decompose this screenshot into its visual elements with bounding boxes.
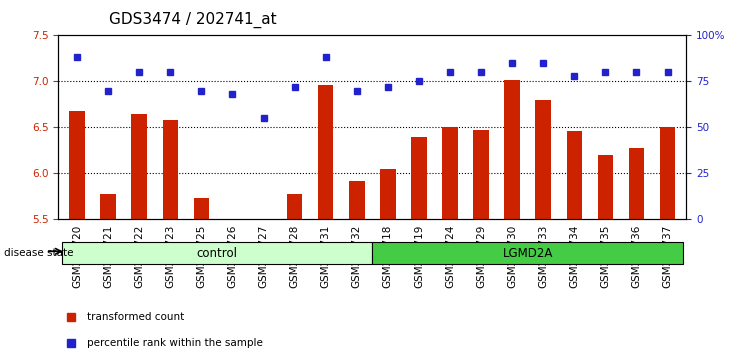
Text: GDS3474 / 202741_at: GDS3474 / 202741_at: [109, 11, 276, 28]
Bar: [163, 120, 178, 354]
Bar: [100, 194, 116, 354]
Text: control: control: [196, 247, 237, 259]
FancyBboxPatch shape: [61, 242, 372, 264]
Bar: [598, 155, 613, 354]
Bar: [287, 194, 302, 354]
FancyBboxPatch shape: [372, 242, 683, 264]
Text: LGMD2A: LGMD2A: [502, 247, 553, 259]
Bar: [504, 80, 520, 354]
Bar: [536, 100, 551, 354]
Bar: [473, 130, 489, 354]
Text: percentile rank within the sample: percentile rank within the sample: [87, 338, 263, 348]
Bar: [193, 198, 209, 354]
Bar: [442, 127, 458, 354]
Bar: [629, 148, 645, 354]
Bar: [225, 219, 240, 354]
Bar: [380, 169, 396, 354]
Bar: [131, 114, 147, 354]
Bar: [318, 85, 334, 354]
Text: disease state: disease state: [4, 248, 73, 258]
Bar: [566, 131, 582, 354]
Bar: [69, 111, 85, 354]
Bar: [660, 127, 675, 354]
Bar: [411, 137, 427, 354]
Bar: [255, 219, 272, 354]
Text: transformed count: transformed count: [87, 312, 184, 322]
Bar: [349, 181, 364, 354]
